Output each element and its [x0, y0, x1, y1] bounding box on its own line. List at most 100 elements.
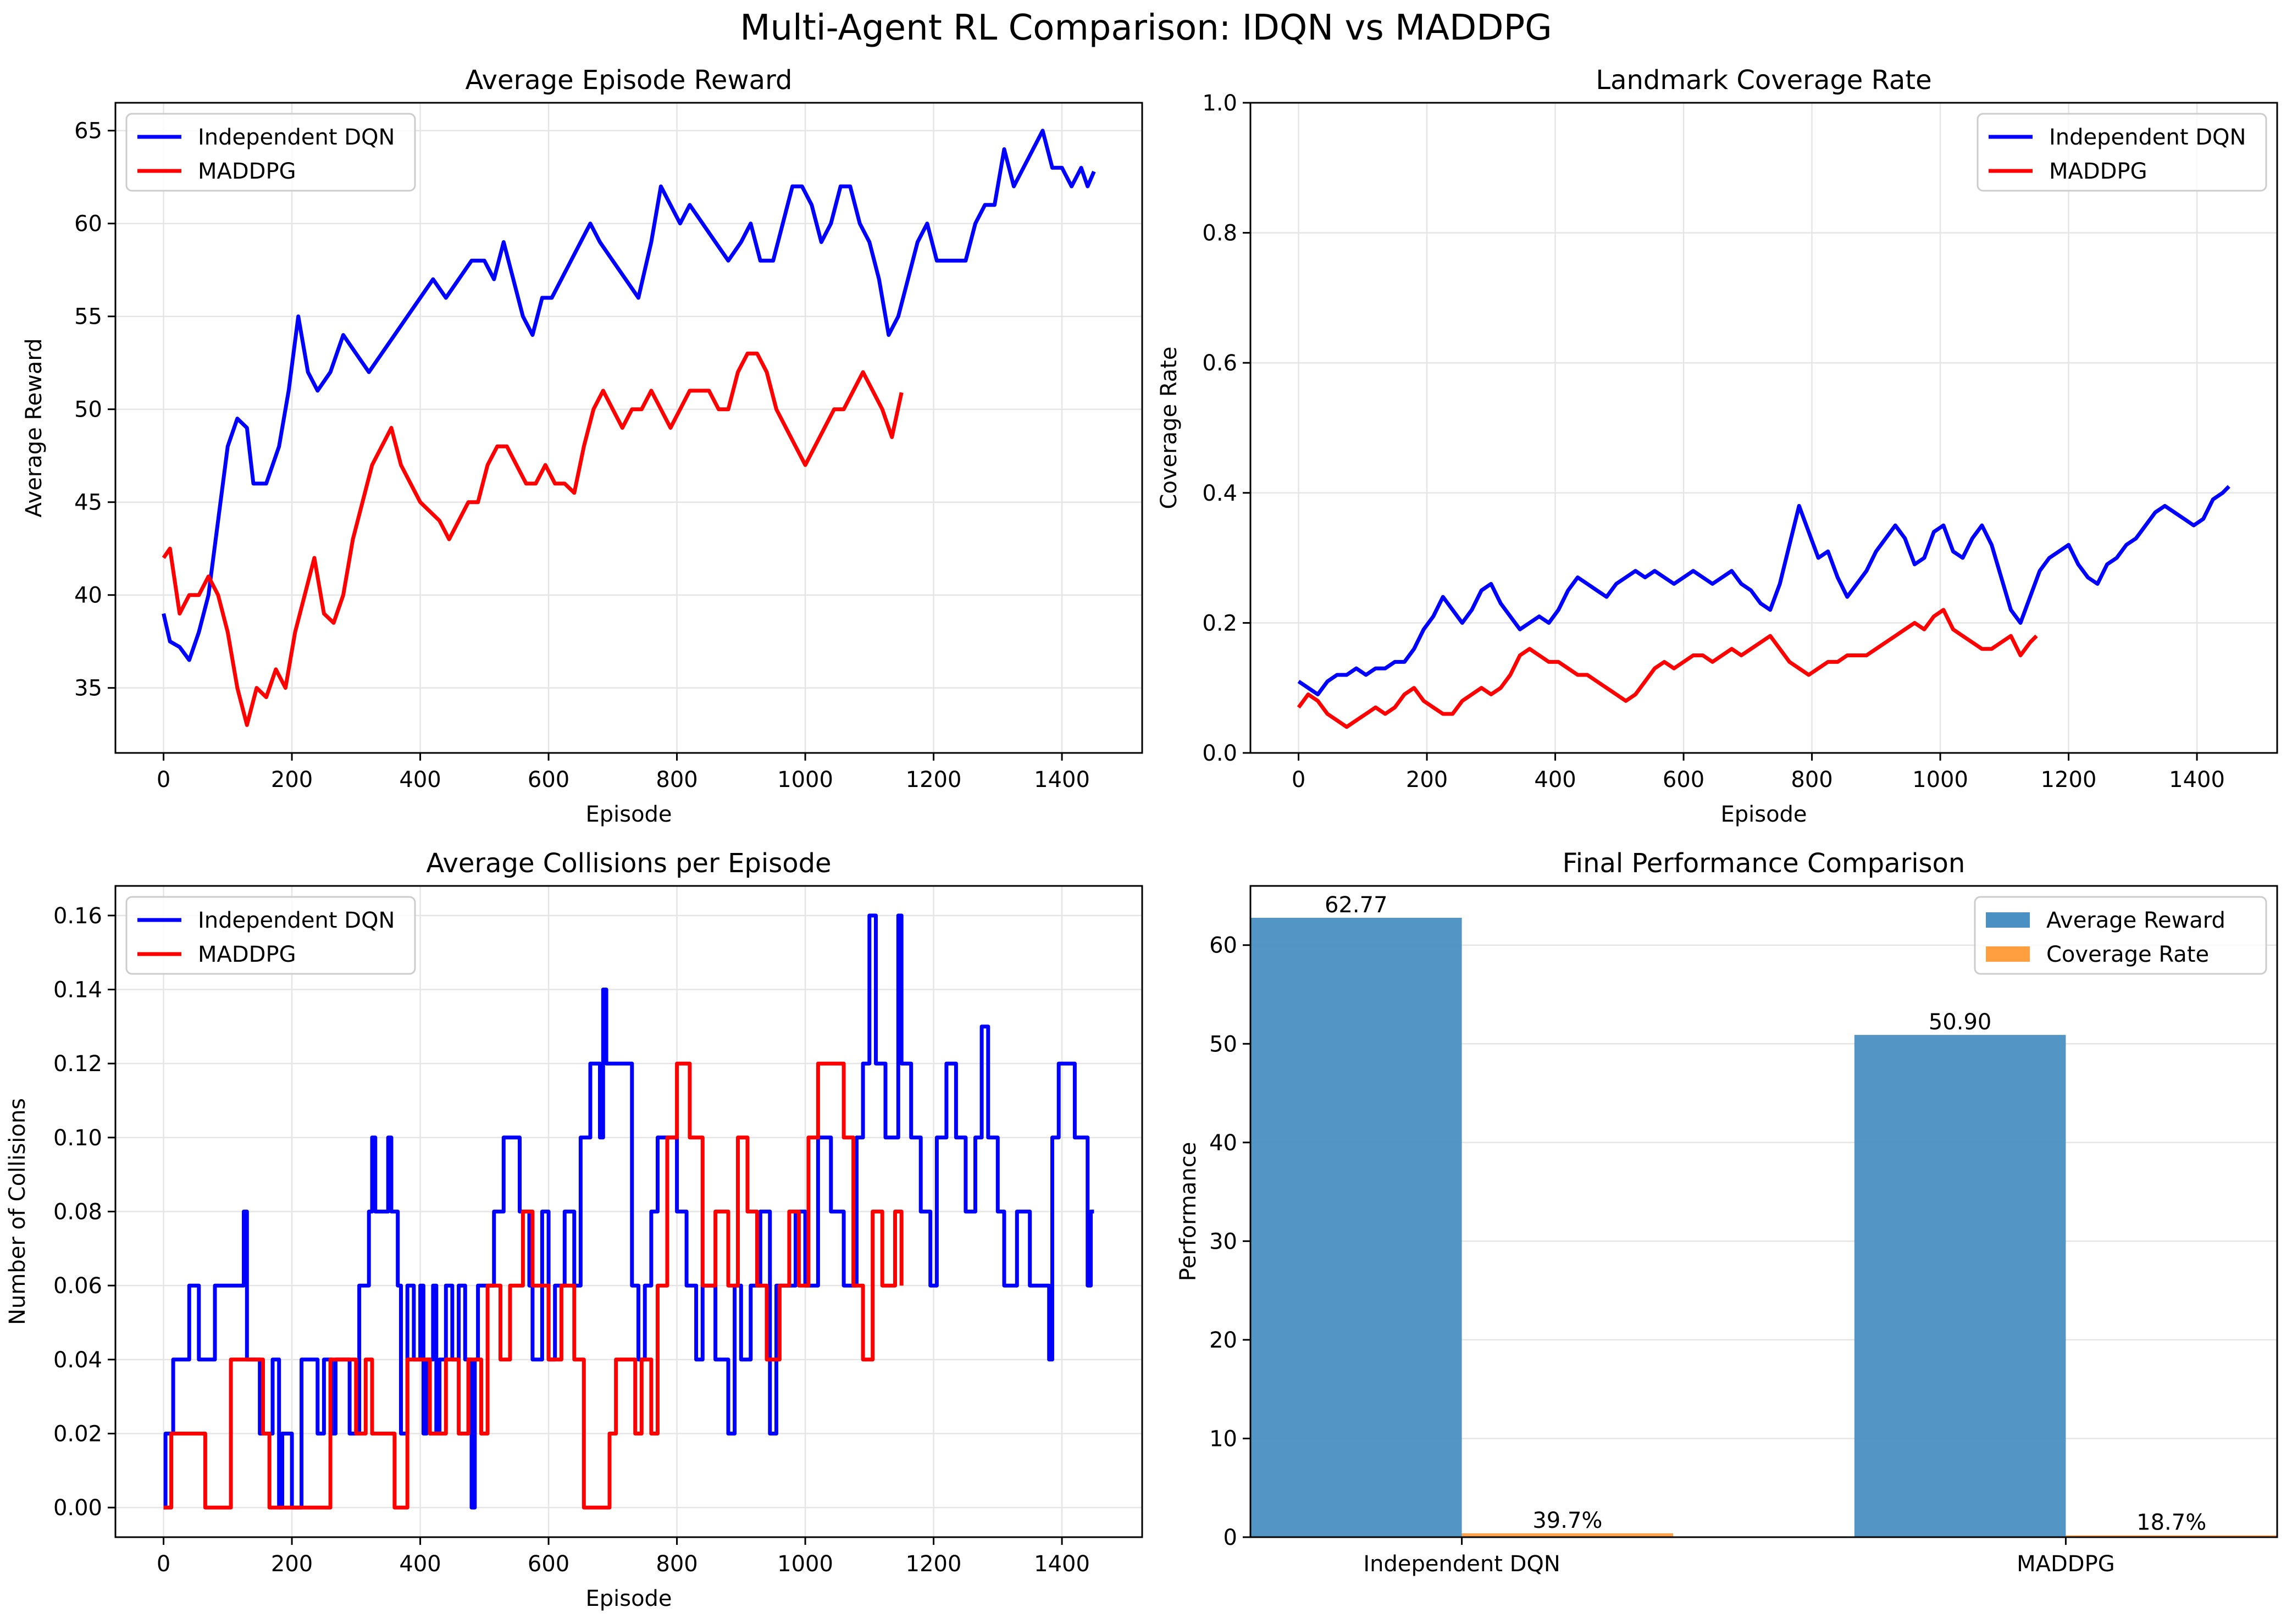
legend-swatch — [1986, 912, 2030, 928]
figure-title: Multi-Agent RL Comparison: IDQN vs MADDP… — [740, 8, 1552, 48]
bar-coverage-rate — [1461, 1533, 1674, 1537]
y-tick-label: 55 — [74, 304, 102, 330]
x-tick-label: 400 — [399, 1551, 441, 1577]
series-line-maddpg — [1297, 608, 2038, 729]
legend-box — [1977, 113, 2267, 192]
bar-value-label: 62.77 — [1325, 893, 1388, 918]
x-tick-label: 600 — [528, 767, 569, 792]
y-tick-label: 0.6 — [1202, 351, 1237, 376]
legend-box — [1974, 896, 2267, 975]
y-tick-label: 20 — [1209, 1328, 1237, 1353]
y-axis-label: Number of Collisions — [5, 1098, 30, 1325]
plot-area-2 — [1250, 103, 2277, 753]
legend-label: MADDPG — [2049, 159, 2147, 184]
legend-box — [125, 896, 416, 975]
legend-label: Independent DQN — [2049, 125, 2246, 150]
x-tick-label: 800 — [1791, 767, 1833, 792]
x-tick-label: 600 — [528, 1551, 569, 1577]
y-tick-label: 30 — [1209, 1229, 1237, 1254]
x-tick-label: 200 — [271, 1551, 313, 1577]
x-tick-label: 1000 — [777, 767, 833, 792]
bar-average-reward — [1854, 1035, 2066, 1537]
axes-frame — [114, 102, 1143, 754]
y-tick-label: 10 — [1209, 1426, 1237, 1451]
legend-label: MADDPG — [198, 942, 296, 967]
x-tick-label: 1000 — [777, 1551, 833, 1577]
bar-value-label: 50.90 — [1929, 1010, 1992, 1035]
y-tick-label: 0.4 — [1202, 481, 1237, 506]
axes-frame — [114, 885, 1143, 1538]
bar-value-label: 39.7% — [1532, 1508, 1602, 1533]
series-line-independent-dqn — [162, 129, 1096, 662]
plot-area-1 — [115, 103, 1142, 753]
y-tick-label: 50 — [1209, 1032, 1237, 1057]
x-axis-label: Episode — [585, 802, 672, 827]
axes-frame — [1249, 102, 2278, 754]
x-tick-label: 1200 — [906, 1551, 962, 1577]
y-tick-label: 0.00 — [53, 1495, 102, 1521]
series-line-maddpg — [162, 351, 904, 727]
y-tick-label: 0.02 — [53, 1421, 102, 1446]
x-tick-label: 800 — [656, 767, 697, 792]
x-tick-label: 1000 — [1912, 767, 1968, 792]
legend-label: Independent DQN — [198, 125, 395, 150]
y-tick-label: 0.14 — [53, 978, 102, 1003]
x-tick-label: 200 — [1406, 767, 1448, 792]
y-tick-label: 40 — [1209, 1130, 1237, 1156]
x-tick-label: 400 — [399, 767, 441, 792]
y-tick-label: 0 — [1223, 1525, 1237, 1550]
x-axis-label: Episode — [585, 1586, 672, 1611]
y-tick-label: 1.0 — [1202, 91, 1237, 116]
bar-value-label: 18.7% — [2136, 1510, 2206, 1536]
y-tick-label: 50 — [74, 397, 102, 423]
y-tick-label: 0.2 — [1202, 611, 1237, 636]
x-tick-label: 1400 — [2169, 767, 2225, 792]
x-axis-label: Episode — [1720, 802, 1807, 827]
y-tick-label: 0.06 — [53, 1273, 102, 1299]
subplot-title: Landmark Coverage Rate — [1596, 65, 1931, 96]
y-tick-label: 45 — [74, 490, 102, 516]
legend-label: Coverage Rate — [2046, 942, 2209, 967]
legend-box — [125, 113, 416, 192]
x-tick-label: 200 — [271, 767, 313, 792]
subplot-title: Average Collisions per Episode — [426, 848, 831, 879]
y-tick-label: 40 — [74, 583, 102, 608]
x-tick-label: 0 — [157, 767, 170, 792]
legend-swatch — [1986, 946, 2030, 962]
x-tick-label: 1400 — [1034, 767, 1090, 792]
x-tick-label: 600 — [1663, 767, 1704, 792]
y-tick-label: 0.8 — [1202, 221, 1237, 246]
subplot-title: Final Performance Comparison — [1563, 848, 1966, 879]
x-tick-label: 1200 — [906, 767, 962, 792]
x-tick-label: Independent DQN — [1363, 1551, 1560, 1577]
y-axis-label: Coverage Rate — [1156, 346, 1182, 509]
legend-label: MADDPG — [198, 159, 296, 184]
y-tick-label: 0.12 — [53, 1051, 102, 1077]
y-tick-label: 65 — [74, 119, 102, 144]
y-axis-label: Performance — [1176, 1142, 1201, 1281]
legend-label: Independent DQN — [198, 908, 395, 933]
y-tick-label: 0.0 — [1202, 741, 1237, 766]
legend-label: Average Reward — [2046, 908, 2225, 933]
y-tick-label: 0.10 — [53, 1126, 102, 1151]
y-tick-label: 0.16 — [53, 904, 102, 929]
y-tick-label: 60 — [74, 212, 102, 237]
series-line-maddpg — [163, 1061, 904, 1510]
axes-frame — [1249, 885, 2278, 1538]
series-line-independent-dqn — [1297, 485, 2230, 696]
x-tick-label: 0 — [1292, 767, 1305, 792]
y-tick-label: 0.04 — [53, 1348, 102, 1373]
x-tick-label: 400 — [1534, 767, 1576, 792]
y-tick-label: 35 — [74, 676, 102, 701]
y-axis-label: Average Reward — [21, 339, 47, 518]
bar-coverage-rate — [2066, 1535, 2277, 1537]
x-tick-label: MADDPG — [2017, 1551, 2115, 1577]
x-tick-label: 0 — [157, 1551, 170, 1577]
x-tick-label: 1200 — [2041, 767, 2097, 792]
x-tick-label: 1400 — [1034, 1551, 1090, 1577]
subplot-title: Average Episode Reward — [466, 65, 793, 96]
y-tick-label: 60 — [1209, 933, 1237, 958]
x-tick-label: 800 — [656, 1551, 697, 1577]
y-tick-label: 0.08 — [53, 1200, 102, 1225]
